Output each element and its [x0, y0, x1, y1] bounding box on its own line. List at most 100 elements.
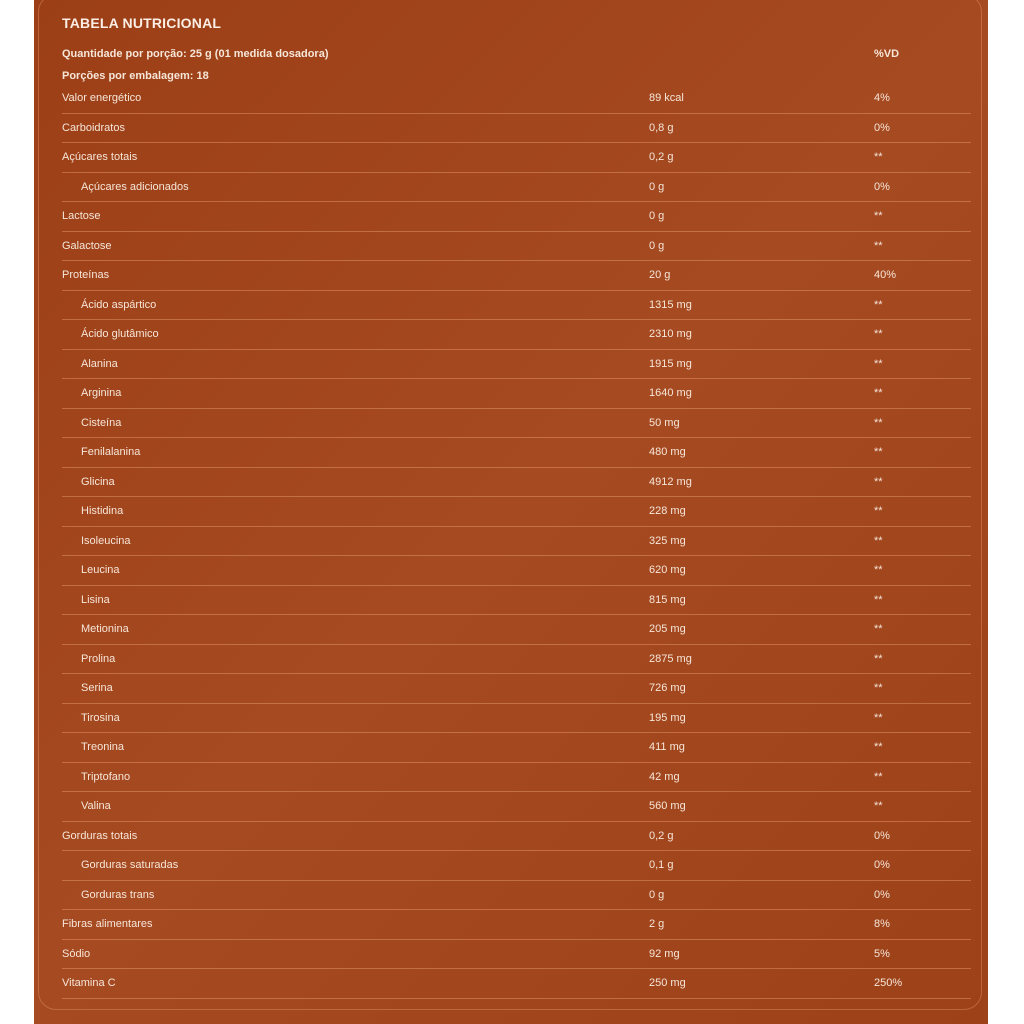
table-row: Alanina 1915 mg ** [62, 350, 971, 379]
nutrient-amount: 2 g [649, 918, 665, 930]
nutrient-amount: 620 mg [649, 564, 686, 576]
nutrient-vd: 4% [874, 92, 890, 104]
nutrient-name: Valina [81, 800, 111, 812]
nutrient-vd: ** [874, 741, 883, 753]
nutrient-amount: 0,8 g [649, 121, 674, 134]
nutrient-vd: 0% [874, 121, 890, 134]
nutrient-vd: ** [874, 387, 883, 399]
nutrient-name: Cisteína [81, 416, 122, 429]
nutrient-name: Açúcares totais [62, 151, 138, 163]
nutrient-name: Sódio [62, 947, 91, 960]
nutrient-name: Lisina [81, 593, 110, 606]
table-row: Tirosina 195 mg ** [62, 704, 971, 733]
servings-per-pack: Porções por embalagem: 18 [62, 70, 209, 82]
nutrient-name: Vitamina C [62, 977, 116, 989]
nutrient-amount: 92 mg [649, 947, 680, 960]
table-row: Glicina 4912 mg ** [62, 468, 971, 497]
nutrient-amount: 480 mg [649, 446, 686, 458]
nutrient-vd: 0% [874, 180, 890, 193]
nutrient-name: Proteínas [62, 269, 110, 281]
nutrient-vd: ** [874, 652, 883, 665]
table-title: TABELA NUTRICIONAL [62, 15, 222, 31]
nutrient-name: Arginina [81, 387, 122, 399]
nutrient-vd: ** [874, 682, 883, 694]
vd-header: %VD [874, 48, 900, 60]
nutrient-name: Lactose [62, 210, 101, 222]
nutrient-name: Galactose [62, 239, 112, 252]
table-row: Gorduras saturadas 0,1 g 0% [62, 851, 971, 881]
nutrient-amount: 1640 mg [649, 387, 692, 399]
nutrient-vd: 250% [874, 977, 903, 989]
nutrient-amount: 50 mg [649, 416, 680, 429]
table-row: Ácido aspártico 1315 mg ** [62, 291, 971, 320]
nutrient-vd: ** [874, 623, 883, 635]
nutrient-name: Ácido glutâmico [81, 328, 159, 340]
nutrient-vd: ** [874, 475, 883, 488]
table-row: Prolina 2875 mg ** [62, 645, 971, 674]
nutrient-vd: ** [874, 534, 883, 547]
table-row: Lisina 815 mg ** [62, 586, 971, 615]
nutrient-vd: ** [874, 210, 883, 222]
table-row: Fenilalanina 480 mg ** [62, 438, 971, 468]
nutrient-name: Glicina [81, 475, 115, 488]
table-row: Fibras alimentares 2 g 8% [62, 910, 971, 940]
nutrient-amount: 560 mg [649, 800, 686, 812]
nutrition-rows: Valor energético 89 kcal 4% Carboidratos 0,8… [62, 84, 971, 999]
nutrient-vd: 40% [874, 269, 897, 281]
nutrient-name: Triptofano [81, 770, 131, 783]
table-row: Isoleucina 325 mg ** [62, 527, 971, 556]
nutrient-amount: 1315 mg [649, 298, 692, 311]
nutrient-amount: 0 g [649, 180, 665, 193]
nutrient-amount: 4912 mg [649, 475, 692, 488]
nutrient-name: Fibras alimentares [62, 918, 153, 930]
table-row: Leucina 620 mg ** [62, 556, 971, 586]
nutrient-amount: 89 kcal [649, 92, 684, 104]
nutrient-vd: 0% [874, 888, 890, 901]
table-row: Carboidratos 0,8 g 0% [62, 114, 971, 143]
nutrient-amount: 0,2 g [649, 151, 674, 163]
table-row: Arginina 1640 mg ** [62, 379, 971, 409]
table-row: Açúcares totais 0,2 g ** [62, 143, 971, 173]
nutrient-amount: 205 mg [649, 623, 686, 635]
table-row: Metionina 205 mg ** [62, 615, 971, 645]
nutrient-amount: 250 mg [649, 977, 686, 989]
nutrient-vd: ** [874, 298, 883, 311]
nutrient-amount: 726 mg [649, 682, 686, 694]
nutrient-amount: 42 mg [649, 770, 680, 783]
nutrition-card: TABELA NUTRICIONAL Quantidade por porção… [38, 0, 982, 1010]
nutrient-name: Gorduras trans [81, 888, 155, 901]
nutrient-name: Gorduras totais [62, 829, 138, 842]
table-row: Ácido glutâmico 2310 mg ** [62, 320, 971, 350]
nutrient-amount: 228 mg [649, 505, 686, 517]
nutrient-vd: ** [874, 446, 883, 458]
table-row: Treonina 411 mg ** [62, 733, 971, 763]
table-row: Açúcares adicionados 0 g 0% [62, 173, 971, 202]
nutrient-vd: ** [874, 593, 883, 606]
nutrient-amount: 0,2 g [649, 829, 674, 842]
nutrient-amount: 0 g [649, 210, 665, 222]
table-row: Histidina 228 mg ** [62, 497, 971, 527]
table-row: Triptofano 42 mg ** [62, 763, 971, 792]
nutrient-vd: ** [874, 357, 883, 370]
nutrient-amount: 0,1 g [649, 859, 674, 871]
nutrient-name: Valor energético [62, 92, 142, 104]
nutrient-vd: ** [874, 711, 883, 724]
nutrient-name: Açúcares adicionados [81, 180, 189, 193]
nutrient-vd: ** [874, 505, 883, 517]
table-row: Valor energético 89 kcal 4% [62, 84, 971, 114]
nutrient-amount: 195 mg [649, 711, 686, 724]
nutrient-name: Ácido aspártico [81, 298, 157, 311]
table-row: Gorduras trans 0 g 0% [62, 881, 971, 910]
nutrient-amount: 20 g [649, 269, 671, 281]
nutrient-vd: ** [874, 800, 883, 812]
nutrient-name: Metionina [81, 623, 129, 635]
table-row: Cisteína 50 mg ** [62, 409, 971, 438]
nutrient-name: Isoleucina [81, 534, 131, 547]
nutrient-vd: 0% [874, 829, 890, 842]
nutrient-amount: 1915 mg [649, 357, 692, 370]
nutrient-name: Prolina [81, 652, 116, 665]
table-row: Sódio 92 mg 5% [62, 940, 971, 969]
nutrient-name: Gorduras saturadas [81, 859, 179, 871]
nutrient-vd: ** [874, 328, 883, 340]
table-row: Lactose 0 g ** [62, 202, 971, 232]
